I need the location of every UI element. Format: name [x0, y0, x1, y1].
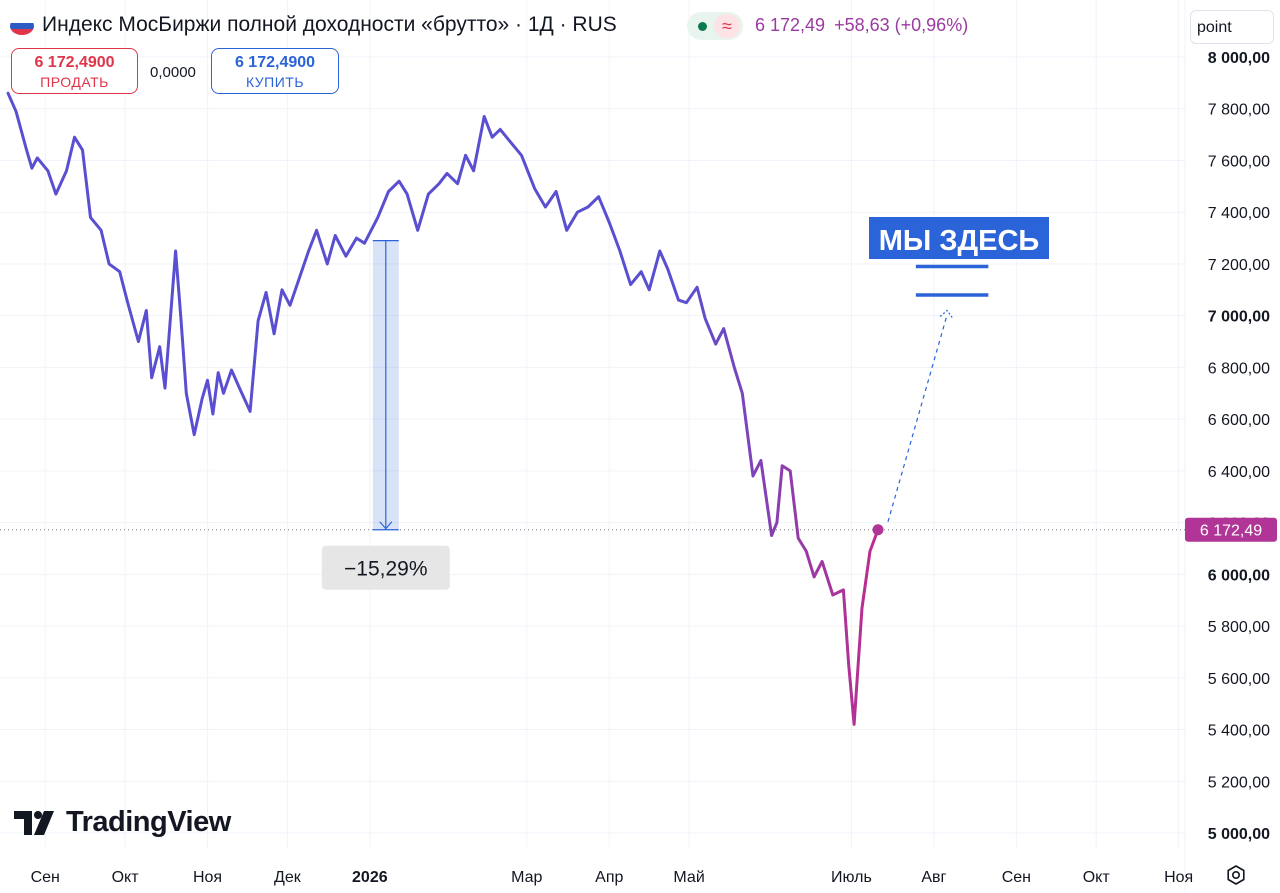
projection-line: [887, 314, 948, 522]
settings-gear-icon[interactable]: [1224, 863, 1248, 887]
sell-price: 6 172,4900: [34, 54, 115, 71]
delayed-data-icon: ≈: [714, 14, 740, 38]
spread-value: 0,0000: [150, 64, 196, 81]
x-tick-label: Май: [673, 869, 704, 886]
y-tick-label: 5 800,00: [1208, 619, 1270, 636]
x-tick-label: Сен: [31, 869, 60, 886]
tradingview-logo-icon: [14, 810, 54, 835]
y-tick-label: 6 600,00: [1208, 412, 1270, 429]
last-price-point[interactable]: [872, 524, 884, 536]
target-label: МЫ ЗДЕСЬ: [879, 225, 1040, 257]
tradingview-wordmark: TradingView: [66, 806, 231, 838]
y-tick-label: 6 400,00: [1208, 464, 1270, 481]
x-tick-label: 2026: [352, 869, 388, 886]
range-measure-label-box: [321, 545, 450, 590]
symbol-title[interactable]: Индекс МосБиржи полной доходности «брутт…: [42, 13, 617, 36]
range-measure-label: −15,29%: [344, 558, 428, 581]
grid: [0, 0, 1186, 893]
y-tick-label: 8 000,00: [1208, 50, 1270, 67]
buy-price: 6 172,4900: [234, 54, 316, 71]
y-tick-label: 7 800,00: [1208, 102, 1270, 119]
x-tick-label: Ноя: [193, 869, 222, 886]
price-change: +58,63 (+0,96%): [834, 15, 969, 35]
y-tick-label: 7 000,00: [1208, 309, 1270, 326]
y-tick-label: 5 600,00: [1208, 671, 1270, 688]
x-tick-label: Апр: [595, 869, 623, 886]
buy-label: КУПИТЬ: [245, 74, 305, 90]
last-price-tag-label: 6 172,49: [1200, 523, 1262, 540]
price-summary: 6 172,49 +58,63 (+0,96%): [755, 15, 968, 36]
x-tick-label: Окт: [112, 869, 140, 886]
y-tick-label: 6 800,00: [1208, 360, 1270, 377]
price-series: [6, 91, 884, 726]
market-open-dot-icon: [698, 22, 707, 31]
range-measure-arrowhead: [379, 521, 393, 530]
x-tick-label: Сен: [1002, 869, 1031, 886]
buy-button[interactable]: 6 172,4900 КУПИТЬ: [211, 48, 339, 94]
y-tick-label: 5 400,00: [1208, 723, 1270, 740]
sell-label: ПРОДАТЬ: [40, 74, 109, 90]
market-status[interactable]: ≈: [687, 12, 743, 40]
projection-arrowhead: [939, 309, 953, 318]
x-tick-label: Окт: [1083, 869, 1111, 886]
russia-flag-icon: [10, 17, 34, 35]
y-tick-label: 5 000,00: [1208, 826, 1270, 843]
y-tick-label: 7 200,00: [1208, 257, 1270, 274]
last-price: 6 172,49: [755, 15, 826, 35]
x-tick-label: Авг: [921, 869, 946, 886]
y-tick-label: 5 200,00: [1208, 774, 1270, 791]
price-line[interactable]: [6, 91, 880, 726]
chart-annotations: −15,29% МЫ ЗДЕСЬ: [0, 217, 1185, 590]
last-price-tag: [1185, 517, 1277, 542]
x-tick-label: Июль: [831, 869, 872, 886]
x-tick-label: Мар: [511, 869, 542, 886]
x-tick-label: Дек: [274, 869, 302, 886]
tradingview-watermark[interactable]: TradingView: [14, 806, 231, 839]
sell-button[interactable]: 6 172,4900 ПРОДАТЬ: [11, 48, 138, 94]
y-tick-label: 6 000,00: [1208, 567, 1270, 584]
y-tick-label: 7 400,00: [1208, 205, 1270, 222]
y-axis[interactable]: 8 000,00 7 800,00 7 600,00 7 400,00 7 200,00…: [1185, 50, 1277, 843]
x-tick-label: Ноя: [1164, 869, 1193, 886]
x-axis[interactable]: Сен Окт Ноя Дек 2026 Мар Апр Май Июль Авг Сен Окт Но…: [31, 869, 1194, 886]
y-tick-label: 7 600,00: [1208, 153, 1270, 170]
scale-mode-field[interactable]: point: [1190, 10, 1274, 44]
target-label-box[interactable]: [869, 217, 1049, 259]
